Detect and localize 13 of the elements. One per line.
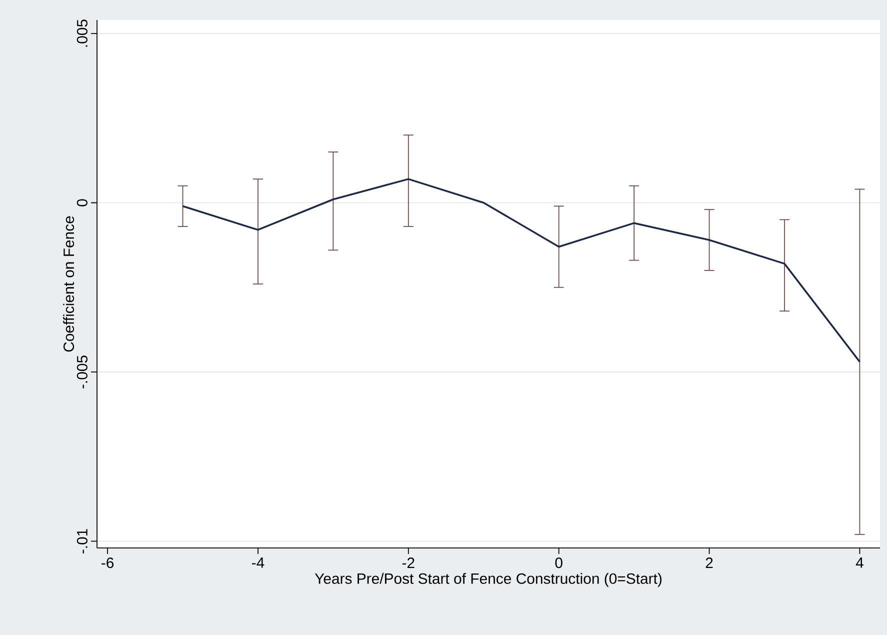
- y-tick-label: -.005: [76, 356, 88, 388]
- x-tick-label: -2: [402, 558, 414, 568]
- y-tick-label: 0: [76, 199, 88, 206]
- y-tick-label: -.01: [76, 529, 88, 554]
- x-tick-label: -4: [252, 558, 264, 568]
- line-series: [182, 178, 861, 363]
- x-tick-label: 2: [706, 558, 713, 568]
- x-tick-label: 4: [856, 558, 864, 568]
- y-axis-title: Coefficient on Fence: [63, 216, 74, 352]
- x-tick-label: -6: [102, 558, 114, 568]
- y-tick-label: .005: [76, 20, 88, 47]
- x-axis-title: Years Pre/Post Start of Fence Construction (0=Start): [314, 572, 662, 587]
- x-tick-label: 0: [555, 558, 562, 568]
